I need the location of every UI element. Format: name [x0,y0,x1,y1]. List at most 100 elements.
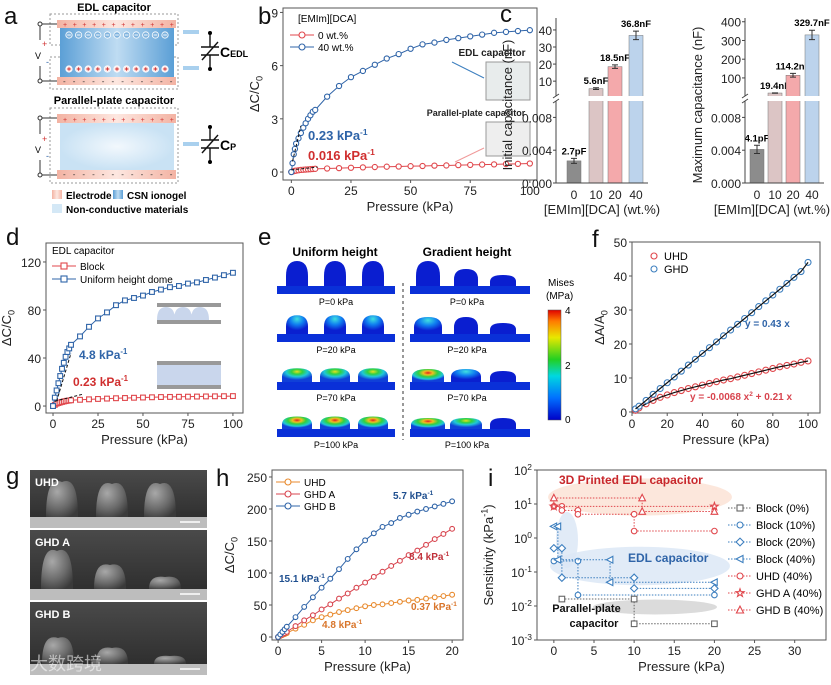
error-bar [593,87,599,91]
electrode-plus: + [150,117,154,124]
region-label: 3D Printed EDL capacitor [559,473,703,487]
cation-plus [86,67,90,71]
electrode-plus: + [82,117,86,124]
bar-value-label: 114.2nF [776,61,811,72]
bar-value-label: 18.5nF [600,53,630,64]
data-point [478,31,486,38]
parallel-plate-title: Parallel-plate capacitor [54,95,175,107]
y-tick-label: 30 [614,304,628,318]
electrode-minus: - [150,170,153,179]
bar-value-label: 2.7pF [562,146,587,157]
data-point [526,160,533,167]
sem-dome [41,549,73,589]
legend-title: [EMIm][DCA] [298,14,357,25]
electrode-plus: + [131,117,135,124]
data-point [122,297,128,304]
data-point [370,530,377,537]
data-point [113,395,119,402]
data-point [371,61,378,68]
x-tick-label: 10 [768,188,782,202]
annotation: 0.23 kPa-1 [308,127,368,143]
data-point [301,617,308,624]
axis-break-mark [741,93,749,104]
data-point [327,611,334,618]
data-point [383,55,390,62]
series-block-20- [549,543,719,593]
panel-label-f: f [592,226,599,253]
electrode-plus: + [102,117,106,124]
error-bar [633,30,639,41]
electrode-minus: - [121,77,124,86]
data-point [95,315,101,322]
x-tick-label: 75 [464,184,478,198]
fea-substrate [410,286,530,294]
data-point [379,568,386,575]
sem-dome [149,576,181,589]
legend-marker [284,490,292,498]
fit-equation-ghd: y = 0.43 x [745,319,790,330]
legend-marker [650,265,658,273]
plot-frame [631,241,821,414]
data-point [50,403,56,409]
data-point [414,596,421,603]
data-point [220,272,227,279]
pp-wires [39,117,57,176]
data-point [574,557,582,565]
fea-dome-gradient [490,418,516,429]
electrode-minus: - [102,77,105,86]
data-point [574,591,582,599]
pressure-label-gradient: P=20 kPa [447,345,486,355]
electrode-plus: + [73,22,77,29]
error-bar [571,157,577,164]
electrode-plus: + [112,117,116,124]
legend-marker [298,43,306,51]
data-point [709,583,719,593]
y-tick-label: 101 [514,496,532,512]
electrode-plus: + [92,117,96,124]
x-tick-label: 5 [318,644,325,658]
pp-bottom-electrode [57,170,176,179]
data-point [309,612,316,619]
data-point [502,160,510,168]
fea-dome-gradient [412,369,444,382]
y-tick-label: 0.004 [711,144,741,158]
y-tick-label: 10-3 [511,632,532,648]
sem-dome [46,481,78,517]
data-point [419,41,426,48]
panel-label-a: a [4,3,18,30]
data-point [549,543,559,553]
bar [767,92,783,184]
electrode-plus: + [131,22,135,29]
chart-d: 0 25 50 75 100 0 40 80 120 Pressure (kPa) ΔC/C0 EDL… [0,242,244,447]
x-tick-label: 15 [668,644,682,658]
plot-frame [45,242,244,414]
electrode-plus: + [112,22,116,29]
data-point [431,503,438,510]
bar-value-label: 5.6nF [584,76,609,87]
axis-break [737,96,824,101]
data-point [202,277,209,283]
bar-value-label: 36.8nF [621,19,651,30]
data-point [309,594,316,601]
fea-dome-uniform [362,315,384,334]
data-point [344,607,351,614]
legend-label: GHD A (40%) [756,588,822,600]
data-point [478,161,486,168]
pressure-label-uniform: P=20 kPa [316,345,355,355]
data-point [211,274,218,281]
series-block-10- [550,557,718,599]
inset-dome [157,307,175,320]
data-point [370,573,377,580]
colorbar-unit: (MPa) [546,291,573,302]
chart-c1: 2.7pF 0 5.6nF 10 18.5nF 20 36.8nF 40 0.000 0.004 0… [500,18,660,217]
sem-substrate [30,589,207,600]
x-axis-label: Pressure (kPa) [367,199,454,214]
data-point [211,393,218,400]
y-tick-label: 3 [271,113,278,127]
bar [804,34,820,184]
annotation: 8.4 kPa-1 [409,551,450,563]
data-point [51,394,58,401]
y-tick-label: 9 [271,6,278,20]
data-point [229,393,236,400]
data-point [558,507,566,514]
